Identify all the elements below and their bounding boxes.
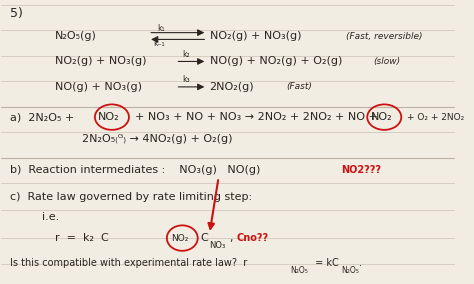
Text: ,: , [230, 233, 240, 243]
Text: 2NO₂(g): 2NO₂(g) [210, 82, 254, 92]
Text: 5): 5) [10, 7, 23, 20]
Text: (Fast, reversible): (Fast, reversible) [346, 32, 422, 41]
Text: NO2???: NO2??? [341, 165, 381, 175]
Text: + NO₃ + NO + NO₃ → 2NO₂ + 2NO₂ + NO +: + NO₃ + NO + NO₃ → 2NO₂ + 2NO₂ + NO + [135, 112, 377, 122]
Text: i.e.: i.e. [42, 212, 59, 222]
Text: NO₂: NO₂ [371, 112, 392, 122]
Text: NO₂(g) + NO₃(g): NO₂(g) + NO₃(g) [55, 57, 146, 66]
Text: k₃: k₃ [182, 75, 190, 84]
Text: a)  2N₂O₅ +: a) 2N₂O₅ + [10, 112, 74, 122]
Text: c)  Rate law governed by rate limiting step:: c) Rate law governed by rate limiting st… [10, 192, 252, 202]
Text: Is this compatible with experimental rate law?  r: Is this compatible with experimental rat… [10, 258, 247, 268]
Text: NO₂: NO₂ [98, 112, 120, 122]
Text: C: C [201, 233, 208, 243]
Text: NO₂(g) + NO₃(g): NO₂(g) + NO₃(g) [210, 31, 301, 41]
Text: = kC: = kC [311, 258, 338, 268]
Text: (Fast): (Fast) [287, 82, 312, 91]
Text: 2N₂O₅₍ᴳ₎ → 4NO₂(g) + O₂(g): 2N₂O₅₍ᴳ₎ → 4NO₂(g) + O₂(g) [82, 134, 233, 144]
Text: Cno??: Cno?? [237, 233, 269, 243]
Text: NO(g) + NO₂(g) + O₂(g): NO(g) + NO₂(g) + O₂(g) [210, 57, 342, 66]
Text: NO₂: NO₂ [171, 233, 188, 243]
Text: .: . [359, 258, 362, 268]
Text: k₋₁: k₋₁ [153, 39, 164, 48]
Text: NO₃: NO₃ [210, 241, 226, 250]
Text: NO(g) + NO₃(g): NO(g) + NO₃(g) [55, 82, 142, 92]
Text: k₂: k₂ [182, 50, 190, 59]
Text: (slow): (slow) [373, 57, 400, 66]
Text: k₁: k₁ [157, 24, 165, 34]
Text: r  =  k₂  C: r = k₂ C [55, 233, 109, 243]
Text: b)  Reaction intermediates :    NO₃(g)   NO(g): b) Reaction intermediates : NO₃(g) NO(g) [10, 165, 260, 175]
Text: N₂O₅: N₂O₅ [341, 266, 359, 275]
Text: + O₂ + 2NO₂: + O₂ + 2NO₂ [407, 113, 464, 122]
Text: N₂O₅: N₂O₅ [290, 266, 308, 275]
Text: N₂O₅(g): N₂O₅(g) [55, 31, 97, 41]
